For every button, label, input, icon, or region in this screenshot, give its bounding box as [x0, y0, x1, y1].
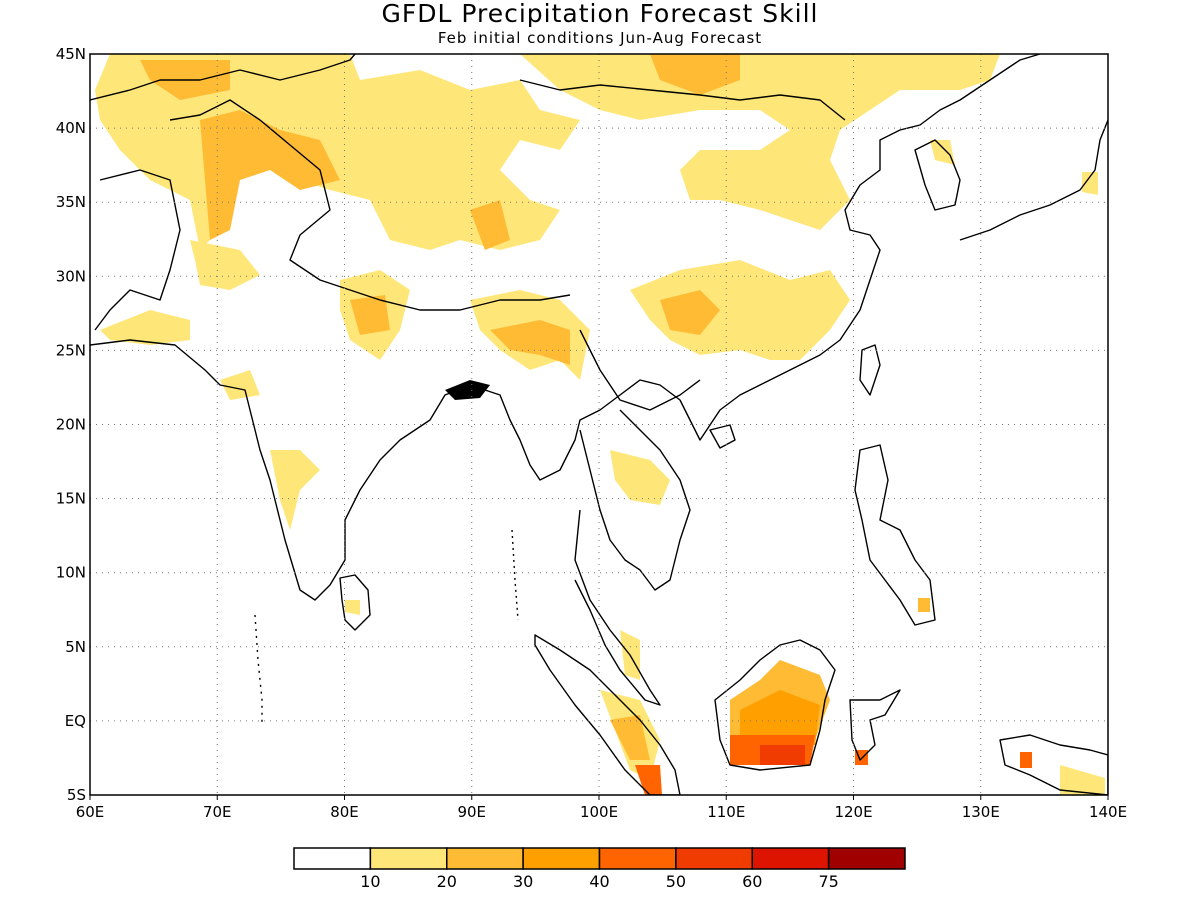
coastline-borneo	[714, 639, 836, 771]
legend-swatch-3	[522, 847, 601, 870]
lon-tick-label-1: 70E	[203, 803, 232, 821]
skill-core-sumatra	[610, 715, 650, 760]
skill-core-borneo	[740, 690, 820, 745]
latitude-tick-labels: 45N 40N 35N 30N 25N 20N 15N 10N 5N EQ 5S	[56, 45, 86, 804]
lat-tick-label-0: 45N	[56, 45, 86, 63]
coastline-maldives	[254, 614, 263, 725]
lon-tick-label-3: 90E	[457, 803, 486, 821]
skill-region-india-west	[220, 370, 260, 400]
legend-swatch-2	[446, 847, 524, 870]
coastline-malay-peninsula	[574, 509, 661, 706]
skill-core-mongolia	[650, 54, 740, 95]
lon-tick-label-2: 80E	[330, 803, 359, 821]
coastline-hainan	[709, 424, 736, 449]
legend-swatch-1	[369, 847, 448, 870]
lon-tick-label-4: 100E	[580, 803, 618, 821]
coastline-new-guinea	[999, 734, 1108, 795]
skill-region-new-guinea	[1060, 765, 1105, 795]
lat-tick-label-5: 20N	[56, 416, 86, 434]
skill-region-thailand	[610, 450, 670, 505]
skill-core-assam	[490, 320, 570, 365]
skill-core-nepal	[350, 295, 390, 335]
longitude-tick-labels: 60E 70E 80E 90E 100E 110E 120E 130E 140E	[76, 795, 1127, 821]
legend-label-0: 10	[360, 872, 380, 891]
lat-tick-label-2: 35N	[56, 193, 86, 211]
skill-core-borneo-peak	[760, 745, 805, 765]
lat-tick-label-1: 40N	[56, 119, 86, 137]
coastline-japan	[959, 119, 1108, 241]
skill-region-north-china	[520, 54, 1000, 230]
coastline-south-asia	[90, 54, 1041, 601]
coastline-sumatra	[534, 634, 681, 795]
skill-region-india-south	[270, 450, 320, 530]
legend-label-4: 50	[666, 872, 686, 891]
legend-label-3: 40	[589, 872, 609, 891]
legend-label-6: 75	[818, 872, 838, 891]
border-indochina	[579, 329, 701, 411]
color-legend: 10 20 30 40 50 60 75	[293, 847, 906, 891]
legend-label-2: 30	[513, 872, 533, 891]
lon-tick-label-5: 110E	[707, 803, 745, 821]
lat-tick-label-8: 5N	[65, 638, 86, 656]
lon-tick-label-8: 140E	[1089, 803, 1127, 821]
skill-shading	[95, 54, 1105, 795]
skill-region-west-asia	[100, 310, 190, 345]
legend-swatch-5	[675, 847, 753, 870]
coastline-andaman	[511, 529, 519, 621]
skill-region-korea	[930, 140, 955, 165]
skill-core-tibet	[470, 200, 510, 250]
coastline-sulawesi	[849, 689, 901, 761]
lon-tick-label-0: 60E	[76, 803, 105, 821]
lat-tick-label-6: 15N	[56, 490, 86, 508]
legend-label-5: 60	[742, 872, 762, 891]
skill-core-kashmir	[200, 110, 340, 240]
lat-tick-label-4: 25N	[56, 341, 86, 359]
lake-bay-of-bengal-delta	[445, 380, 490, 400]
coastline-korea	[914, 139, 961, 211]
skill-core-sumatra-south	[635, 765, 662, 795]
lat-tick-label-9: EQ	[65, 712, 86, 730]
border-iran-afghan	[94, 169, 181, 331]
coastline-taiwan	[859, 344, 881, 396]
map-title: GFDL Precipitation Forecast Skill	[381, 0, 819, 28]
border-mongolia	[519, 79, 846, 121]
skill-region-sri-lanka	[345, 600, 360, 615]
legend-swatch-6	[751, 847, 830, 870]
lat-tick-label-3: 30N	[56, 267, 86, 285]
skill-region-pakistan	[190, 240, 260, 290]
lon-tick-label-7: 130E	[962, 803, 1000, 821]
lat-tick-label-10: 5S	[67, 786, 86, 804]
coastline-sri-lanka	[339, 574, 371, 631]
skill-region-philippines	[918, 598, 930, 612]
skill-region-south-china	[630, 260, 850, 360]
legend-label-1: 20	[437, 872, 457, 891]
map-subtitle: Feb initial conditions Jun-Aug Forecast	[437, 29, 763, 47]
legend-swatch-0	[293, 847, 372, 870]
coastlines	[90, 54, 1108, 795]
legend-swatch-4	[598, 847, 677, 870]
border-central-asia	[90, 54, 356, 101]
skill-core-guangxi	[660, 290, 720, 335]
coastline-indochina	[579, 409, 691, 591]
legend-swatch-7	[827, 847, 906, 870]
coastline-philippines	[854, 444, 936, 626]
skill-region-japan-sea	[1082, 172, 1098, 195]
border-himalaya	[169, 99, 571, 311]
lat-tick-label-7: 10N	[56, 564, 86, 582]
skill-core-new-guinea	[1020, 752, 1032, 768]
lon-tick-label-6: 120E	[834, 803, 872, 821]
